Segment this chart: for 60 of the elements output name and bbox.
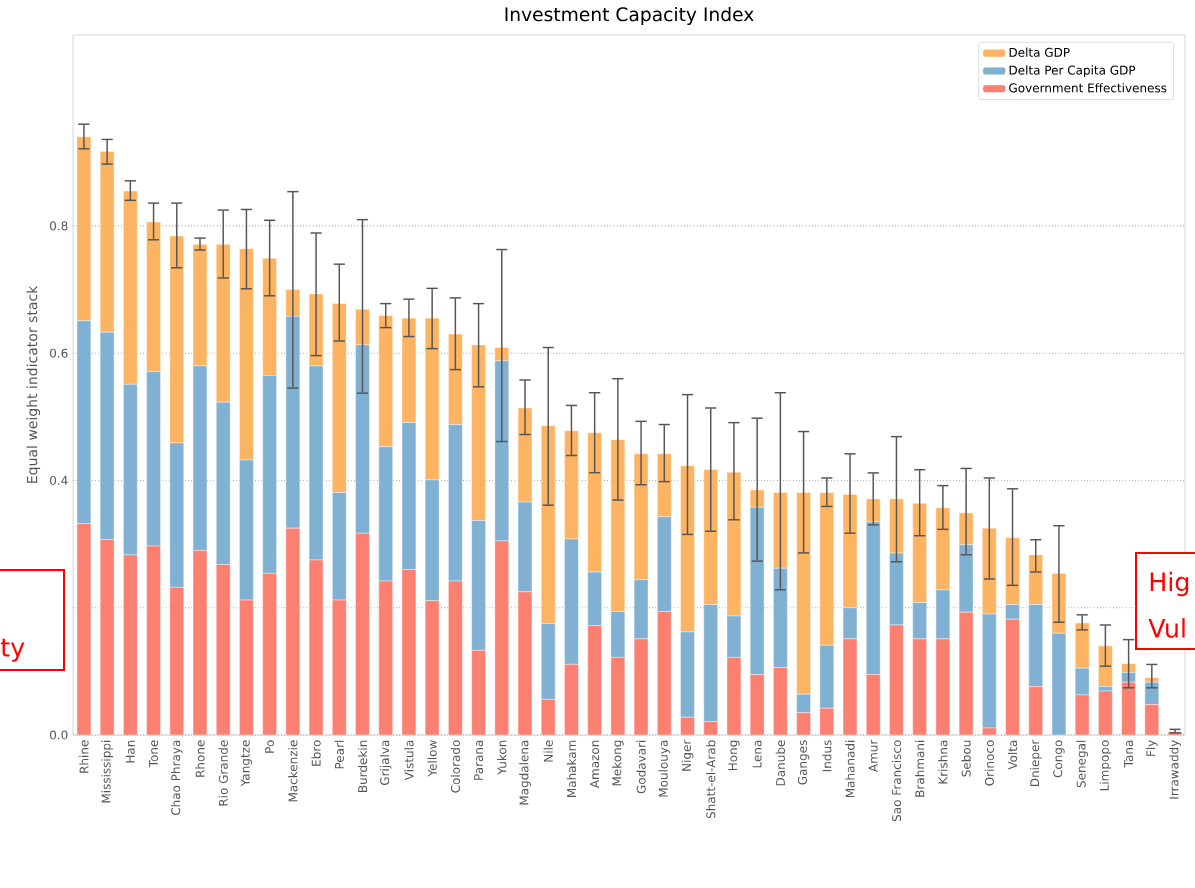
y-axis-title: Equal weight indicator stack	[26, 285, 41, 483]
x-tick-label: Mekong	[612, 740, 624, 786]
x-tick-label: Mahakam	[566, 740, 577, 797]
x-tick-label: Lena	[752, 740, 762, 768]
x-tick-label: Niger	[681, 739, 694, 771]
x-tick-label: Yellow	[427, 740, 437, 777]
x-tick-label: Shatt-el-Arab	[706, 740, 716, 819]
x-tick-label: Danube	[775, 740, 786, 786]
x-tick-label: Pearl	[334, 740, 344, 769]
y-tick-label: 0.4	[50, 475, 68, 485]
x-tick-label: Indus	[822, 740, 832, 772]
x-tick-label: Yukon	[497, 740, 507, 775]
x-tick-label: Godavari	[636, 740, 646, 794]
x-tick-label: Parana	[474, 740, 484, 780]
x-tick-label: Moulouya	[658, 740, 671, 797]
chart-title: Investment Capacity Index	[505, 6, 754, 25]
x-tick-label: Mahanadi	[845, 740, 855, 798]
x-tick-label: Burdekin	[357, 740, 368, 792]
x-tick-label: Hong	[728, 740, 740, 771]
y-tick-label: 0.6	[50, 348, 68, 358]
x-tick-label: Colorado	[450, 740, 460, 793]
x-tick-label: Vistula	[404, 740, 414, 781]
x-tick-label: Dnieper	[1029, 739, 1042, 787]
x-tick-label: Han	[125, 740, 135, 763]
x-tick-label: Limpopo	[1099, 740, 1112, 791]
x-tick-label: Ganges	[797, 740, 810, 785]
x-tick-label: Congo	[1053, 740, 1065, 778]
x-tick-label: Amazon	[590, 740, 600, 789]
x-tick-label: Volta	[1007, 740, 1018, 770]
x-tick-label: Irrawaddy	[1169, 740, 1181, 799]
x-tick-label: Fly	[1146, 740, 1158, 756]
x-tick-label: Nile	[543, 740, 553, 762]
x-tick-label: Mississippi	[101, 740, 113, 803]
x-tick-label: Ebro	[311, 740, 321, 766]
x-tick-label: Grijalva	[379, 740, 392, 786]
x-tick-label: Amur	[868, 739, 878, 773]
y-tick-label: 0.0	[50, 730, 68, 740]
x-tick-label: Krishna	[938, 740, 948, 784]
x-tick-label: Mackenzie	[288, 740, 298, 802]
x-tick-label: Tana	[1124, 740, 1134, 768]
x-tick-label: Rio Grande	[218, 740, 228, 806]
annotation: Hig	[1150, 571, 1189, 597]
text: ty	[0, 638, 25, 662]
x-tick-label: Rhine	[79, 740, 89, 773]
y-tick-label: 0.8	[50, 221, 68, 231]
x-tick-label: Sebou	[961, 740, 971, 777]
legend-label: Government Effectiveness	[1009, 83, 1167, 93]
annotation: Vul	[1148, 618, 1185, 638]
x-tick-label: Rhone	[195, 740, 205, 777]
x-tick-label: Po	[265, 740, 275, 753]
x-tick-label: Senegal	[1076, 740, 1088, 788]
x-tick-label: Sao Francisco	[891, 740, 902, 822]
x-tick-label: Chao Phraya	[170, 740, 183, 816]
x-tick-label: Yangtze	[240, 740, 253, 787]
x-tick-label: Brahmani	[915, 740, 925, 797]
legend-label: Delta GDP	[1009, 47, 1070, 57]
x-tick-label: Tone	[149, 740, 159, 768]
x-tick-label: Orinoco	[984, 740, 994, 786]
x-tick-label: Magdalena	[519, 740, 531, 805]
legend-label: Delta Per Capita GDP	[1009, 65, 1136, 77]
